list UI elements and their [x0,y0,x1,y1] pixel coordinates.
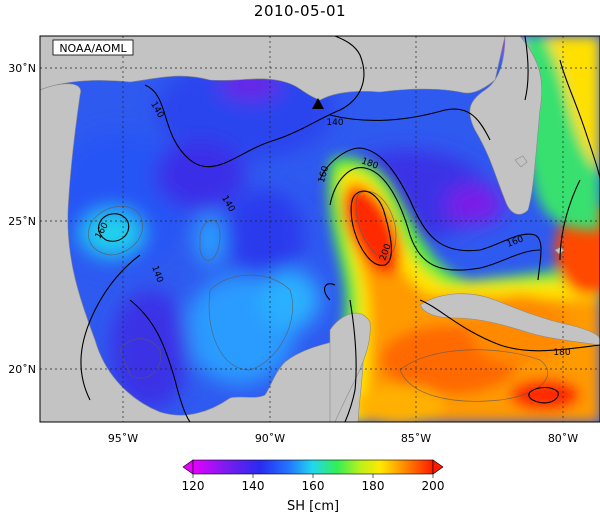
contour-labels: 140 140 140 140 160 160 160 180 180 200 [94,100,571,358]
contour-label-140-c: 140 [326,118,343,128]
lon-label-90w: 90˚W [255,432,285,445]
credit-label: NOAA/AOML [59,42,127,55]
graticule [40,36,600,422]
triangle-marker-icon [312,98,324,109]
colorbar-tick-180: 180 [362,479,385,493]
lat-label-30n: 30˚N [8,62,36,75]
colorbar-tick-120: 120 [182,479,205,493]
credit-box [52,39,134,56]
lon-label-80w: 80˚W [548,432,578,445]
land-masses [40,36,600,422]
colorbar-tick-160: 160 [302,479,325,493]
sea-height-field [40,36,600,422]
colorbar-label: SH [cm] [287,499,339,514]
major-contours [80,36,600,422]
lat-label-25n: 25˚N [8,215,36,228]
minor-contours [88,190,549,402]
colorbar: 120 140 160 180 200 SH [cm] [182,459,445,514]
map-title: 2010-05-01 [253,2,347,20]
contour-label-160-b: 160 [317,165,331,184]
colorbar-tick-140: 140 [242,479,265,493]
contour-label-180-b: 180 [553,348,570,358]
map-frame [39,35,600,423]
colorbar-tick-200: 200 [422,479,445,493]
lon-label-95w: 95˚W [108,432,138,445]
lon-label-85w: 85˚W [401,432,431,445]
lat-label-20n: 20˚N [8,363,36,376]
